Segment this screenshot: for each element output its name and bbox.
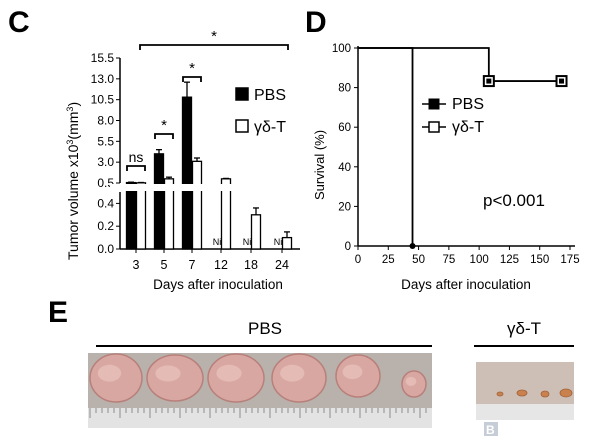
gd-tumor [559,388,573,398]
pbs-ruler [88,408,432,428]
pbs-tumor-highlight [155,365,181,382]
c-ytick-label: 0.0 [97,242,114,256]
c-bar-gd [191,160,203,250]
d-xtick-label: 50 [412,254,425,266]
c-ytick-label: 8.0 [97,114,114,128]
c-legend-swatch-gd [235,119,249,133]
gd-ruler [476,404,574,420]
d-xtick-label: 175 [560,254,579,266]
d-xtick-label: 100 [470,254,489,266]
c-bar-pbs [153,153,165,250]
c-bar-gd [135,182,147,250]
pbs-tumor-highlight [216,364,242,382]
d-legend-marker-pbs [428,98,440,110]
d-xlabel: Days after inoculation [401,277,531,292]
d-legend-gd: γδ-T [452,119,484,136]
watermark-letter: B [486,423,495,437]
c-ytick-label: 15.5 [91,51,115,65]
gd-tumor [540,390,550,398]
d-marker-gd-inner [486,78,492,84]
panel-letter-d: D [305,6,327,39]
gd-tumor [516,389,528,397]
pbs-tumor-highlight [280,364,305,382]
gd-tumor [496,391,504,397]
c-sig-ns-bracket [126,165,146,171]
e-label-gd: γδ-T [507,319,541,338]
e-label-pbs: PBS [248,319,282,338]
c-xlabel: Days after inoculation [153,277,283,292]
d-ytick-label: 100 [332,43,351,55]
c-nil-label: Nil [213,237,224,247]
c-xtick-label: 18 [244,258,258,272]
chart-d: Survival (%) 0 25 50 75 100 125 150 175 0 20 40 60 8… [312,43,580,292]
d-legend-pbs: PBS [452,96,484,113]
c-xtick-label: 24 [275,258,289,272]
watermark-icon [484,422,498,436]
c-nil-label: Nil [274,237,285,247]
c-sig-overall-bracket [139,44,289,50]
c-legend-swatch-pbs [235,87,249,101]
c-legend-pbs: PBS [254,87,286,104]
c-sig-day5-bracket [154,133,174,139]
panel-e: PBS γδ-T B [88,319,574,437]
pbs-tumor-highlight [97,364,122,382]
panel-letter-c: C [8,6,30,39]
d-xtick-label: 150 [530,254,549,266]
d-legend-marker-gd [428,121,440,133]
d-ylabel: Survival (%) [312,130,327,200]
c-sig-ns: ns [129,149,144,165]
panel-letter-e: E [48,296,68,329]
c-bar-gd [281,236,293,250]
c-ylabel: Tumor volume x103(mm3) [65,102,81,260]
chart-c: Tumor volume x103(mm3) 15.5 13.0 10.5 8.0 5.… [65,28,300,292]
c-bar-gd [250,214,262,250]
d-ytick-label: 20 [338,201,351,213]
pbs-tumor-highlight [405,376,417,386]
d-xtick-label: 125 [500,254,519,266]
d-marker-pbs [409,243,416,249]
d-ytick-label: 60 [338,122,351,134]
c-ytick-label: 10.5 [91,93,115,107]
d-xtick-label: 0 [355,254,361,266]
c-sig-overall: * [211,28,217,45]
d-marker-gd-inner [559,78,565,84]
d-xtick-label: 75 [442,254,455,266]
c-xtick-label: 5 [161,258,168,272]
c-bar-pbs [181,96,193,250]
c-xtick-label: 7 [189,258,196,272]
c-axis-break [110,184,300,191]
c-sig-day7: * [189,60,195,77]
c-nil-label: Nil [243,237,254,247]
d-legend: PBS γδ-T [422,96,484,136]
c-sig-day5: * [161,117,167,134]
c-ytick-label: 13.0 [91,72,115,86]
d-ytick-label: 0 [345,241,351,253]
watermark: B [484,422,498,437]
c-ytick-label: 0.4 [97,196,114,210]
d-line-pbs [358,47,414,246]
pbs-tumor-highlight [342,364,363,380]
c-ytick-label: 3.0 [97,155,114,169]
c-bar-pbs [125,181,137,250]
d-xtick-label: 25 [382,254,395,266]
c-ytick-label: 5.5 [97,134,114,148]
c-legend: PBS γδ-T [235,87,286,136]
c-ytick-label: 0.2 [97,219,114,233]
d-line-gd [358,47,562,82]
c-xtick-label: 3 [133,258,140,272]
d-ytick-label: 40 [338,162,351,174]
c-legend-gd: γδ-T [254,119,286,136]
c-xtick-label: 12 [214,258,228,272]
d-pvalue: p<0.001 [483,191,545,210]
c-sig-day7-bracket [182,76,202,82]
d-ytick-label: 80 [338,83,351,95]
